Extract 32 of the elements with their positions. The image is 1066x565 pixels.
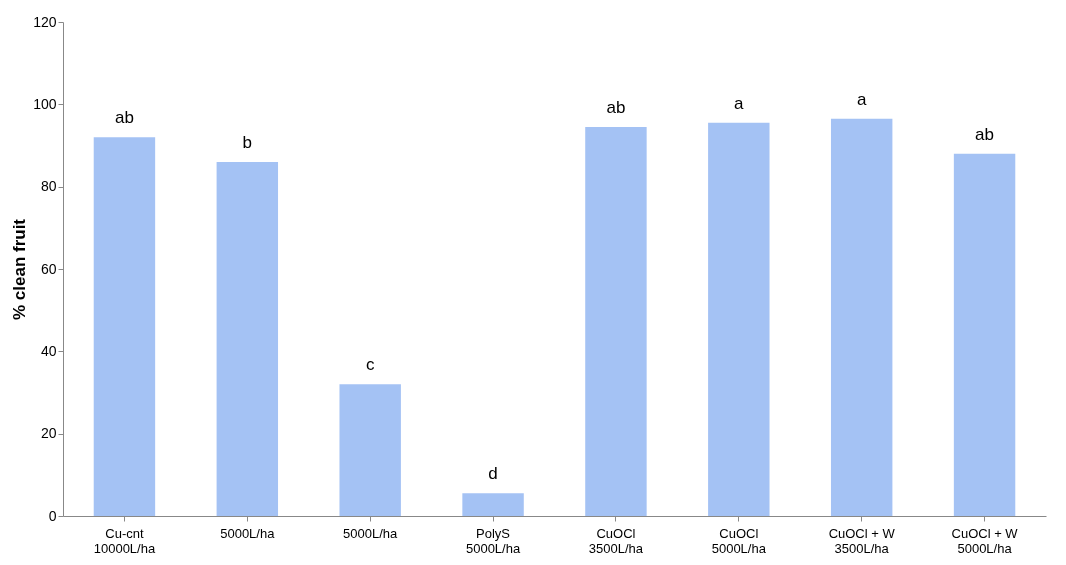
y-tick-label: 40: [40, 342, 57, 359]
y-tick-label: 120: [33, 13, 57, 30]
bar: [953, 153, 1016, 516]
bar: [216, 161, 279, 516]
data-label: ab: [606, 97, 626, 117]
x-tick-label: 5000L/ha: [343, 525, 399, 541]
x-tick-label: PolyS 5000L/ha: [465, 525, 521, 556]
x-tick-label: CuOCl 5000L/ha: [711, 525, 767, 556]
bar: [93, 137, 156, 516]
data-label: a: [734, 93, 745, 113]
y-tick-label: 100: [33, 95, 57, 112]
data-label: a: [856, 89, 867, 109]
bar: [339, 384, 401, 516]
bar: [708, 122, 770, 516]
y-tick-label: 80: [40, 178, 57, 195]
x-tick-label: CuOCl + W 3500L/ha: [828, 525, 896, 556]
y-tick-label: 0: [48, 507, 57, 524]
x-tick-label: CuOCl 3500L/ha: [588, 525, 644, 556]
y-tick-label: 20: [40, 425, 57, 442]
x-tick-label: CuOCl + W 5000L/ha: [951, 525, 1019, 556]
data-label: ab: [114, 108, 134, 128]
data-label: d: [488, 464, 498, 484]
bar: [585, 126, 647, 516]
bar: [830, 118, 893, 516]
x-tick-label: 5000L/ha: [220, 525, 276, 541]
data-label: c: [365, 355, 375, 375]
y-tick-label: 60: [40, 260, 57, 277]
y-axis-title: % clean fruit: [10, 218, 30, 321]
bar: [462, 493, 524, 516]
data-label: b: [242, 132, 253, 152]
data-label: ab: [975, 124, 995, 144]
x-tick-label: Cu-cnt 10000L/ha: [93, 525, 156, 556]
